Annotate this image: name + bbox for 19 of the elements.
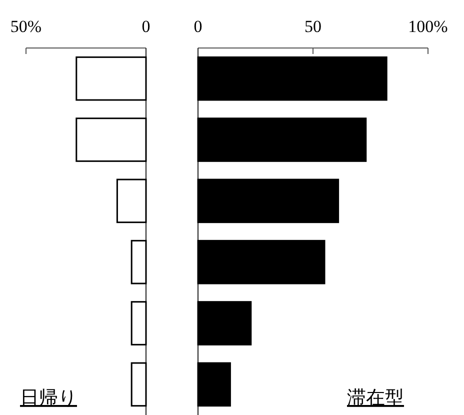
bar: [197, 178, 340, 224]
bar: [130, 301, 147, 346]
bar: [76, 118, 147, 162]
bar: [130, 240, 147, 284]
annotation: 滞在型: [347, 387, 404, 409]
bar: [197, 362, 231, 407]
bar: [76, 56, 147, 101]
x-tick-label: 0: [142, 17, 150, 36]
bar: [197, 301, 252, 346]
x-tick-label: 100%: [408, 17, 448, 36]
x-tick-label: 50%: [10, 17, 42, 36]
x-tick-label: 50: [304, 17, 322, 36]
bar: [197, 240, 326, 284]
x-tick-label: 0: [194, 17, 202, 36]
bar: [197, 56, 388, 101]
bar: [197, 118, 367, 162]
bar: [130, 362, 147, 407]
annotation: 日帰り: [20, 387, 77, 409]
bar: [116, 178, 147, 224]
